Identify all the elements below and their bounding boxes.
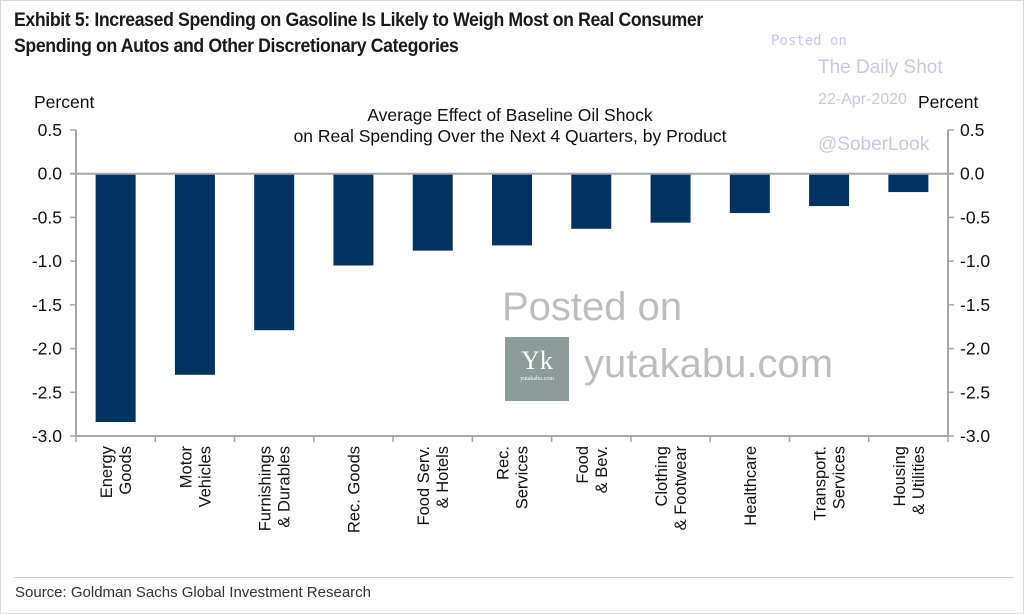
x-category-label-line: Rec. xyxy=(495,446,513,480)
watermark-daily-shot: The Daily Shot xyxy=(818,57,943,78)
x-category-label: Furnishings & Durables xyxy=(257,446,294,531)
right-y-tick-label: -3.0 xyxy=(960,426,990,446)
x-category-label-line: & Hotels xyxy=(434,446,452,508)
watermark-date: 22-Apr-2020 xyxy=(818,91,907,108)
chart-subtitle: Average Effect of Baseline Oil Shock on … xyxy=(220,105,800,147)
bar xyxy=(571,173,612,229)
bar xyxy=(888,173,929,193)
right-y-tick-label: -0.5 xyxy=(960,207,990,227)
bar xyxy=(254,173,295,331)
watermark-posted-on-small: Posted on xyxy=(771,33,847,49)
x-category-label-line: & Utilities xyxy=(910,446,928,515)
x-category-label-line: Motor xyxy=(177,446,195,489)
axes-group xyxy=(70,129,954,442)
left-y-tick-label: -3.0 xyxy=(32,426,62,446)
x-category-label: Housing & Utilities xyxy=(891,446,928,515)
footer-divider xyxy=(14,577,1014,578)
x-category-label: Rec. Services xyxy=(495,446,532,509)
title-line-2: Spending on Autos and Other Discretionar… xyxy=(14,36,459,57)
left-y-tick-label: 0.5 xyxy=(38,120,62,140)
bar xyxy=(333,173,374,266)
x-category-label-line: Energy xyxy=(98,445,116,498)
exhibit-title: Exhibit 5: Increased Spending on Gasolin… xyxy=(14,8,703,60)
logo-caption: yutakabu.com xyxy=(520,376,554,382)
right-y-tick-label: -2.0 xyxy=(960,339,990,359)
bar xyxy=(650,173,691,223)
x-category-label: Energy Goods xyxy=(98,445,135,498)
left-axis-unit: Percent xyxy=(34,92,95,112)
x-category-label-line: & Footwear xyxy=(672,446,690,531)
x-category-label-line: Services xyxy=(514,446,532,509)
chart-title-line-1: Average Effect of Baseline Oil Shock xyxy=(367,105,653,125)
yutakabu-logo: Yk yutakabu.com xyxy=(505,337,569,401)
bars-group xyxy=(95,173,929,423)
right-y-tick-label: 0.0 xyxy=(960,164,985,184)
watermark-site: yutakabu.com xyxy=(584,342,834,386)
title-line-1: Exhibit 5: Increased Spending on Gasolin… xyxy=(14,10,703,31)
x-category-label: Clothing & Footwear xyxy=(653,446,690,531)
x-category-label-line: Transport. xyxy=(812,446,830,521)
x-category-label: Transport. Services xyxy=(812,446,849,521)
left-y-tick-label: 0.0 xyxy=(38,164,63,184)
x-category-label-line: Healthcare xyxy=(742,446,760,526)
left-y-tick-label: -0.5 xyxy=(32,207,62,227)
x-category-label: Healthcare xyxy=(742,446,760,526)
x-category-label-line: & Bev. xyxy=(593,446,611,493)
chart-title-line-2: on Real Spending Over the Next 4 Quarter… xyxy=(293,126,727,146)
labels-group: 0.5 0.5 0.0 0.0 -0.5 -0.5 -1.0 -1.0 -1.5 -1.5 -2.0… xyxy=(32,120,991,533)
x-category-label: Food Serv. & Hotels xyxy=(415,446,452,525)
bar xyxy=(174,173,215,375)
right-y-tick-label: -1.5 xyxy=(960,295,990,315)
right-axis-unit: Percent xyxy=(918,92,979,112)
x-category-label-line: & Durables xyxy=(276,446,294,528)
x-category-label: Food & Bev. xyxy=(574,446,611,493)
left-y-tick-label: -1.5 xyxy=(32,295,62,315)
left-y-tick-label: -1.0 xyxy=(32,251,62,271)
bar xyxy=(412,173,453,251)
watermark-posted-on-big: Posted on xyxy=(502,285,683,329)
left-y-tick-label: -2.5 xyxy=(32,382,62,402)
x-category-label-line: Goods xyxy=(117,446,135,495)
source-note: Source: Goldman Sachs Global Investment … xyxy=(15,584,372,601)
bar xyxy=(95,173,136,423)
x-category-label-line: Rec. Goods xyxy=(345,446,363,533)
right-y-tick-label: -1.0 xyxy=(960,251,990,271)
x-category-label-line: Food xyxy=(574,446,592,484)
x-category-label-line: Services xyxy=(831,446,849,509)
x-category-label-line: Clothing xyxy=(653,446,671,507)
left-y-tick-label: -2.0 xyxy=(32,339,62,359)
right-y-tick-label: 0.5 xyxy=(960,120,984,140)
x-category-label-line: Furnishings xyxy=(257,446,275,531)
bar xyxy=(809,173,850,207)
x-category-label-line: Vehicles xyxy=(196,446,214,507)
bar xyxy=(492,173,532,246)
logo-initials: Yk xyxy=(521,346,553,375)
x-category-label-line: Food Serv. xyxy=(415,446,433,525)
x-category-label: Rec. Goods xyxy=(345,446,363,533)
watermark-handle: @SoberLook xyxy=(818,134,930,155)
bar xyxy=(729,173,770,214)
x-category-label-line: Housing xyxy=(891,446,909,507)
right-y-tick-label: -2.5 xyxy=(960,382,990,402)
x-category-label: Motor Vehicles xyxy=(177,446,214,508)
